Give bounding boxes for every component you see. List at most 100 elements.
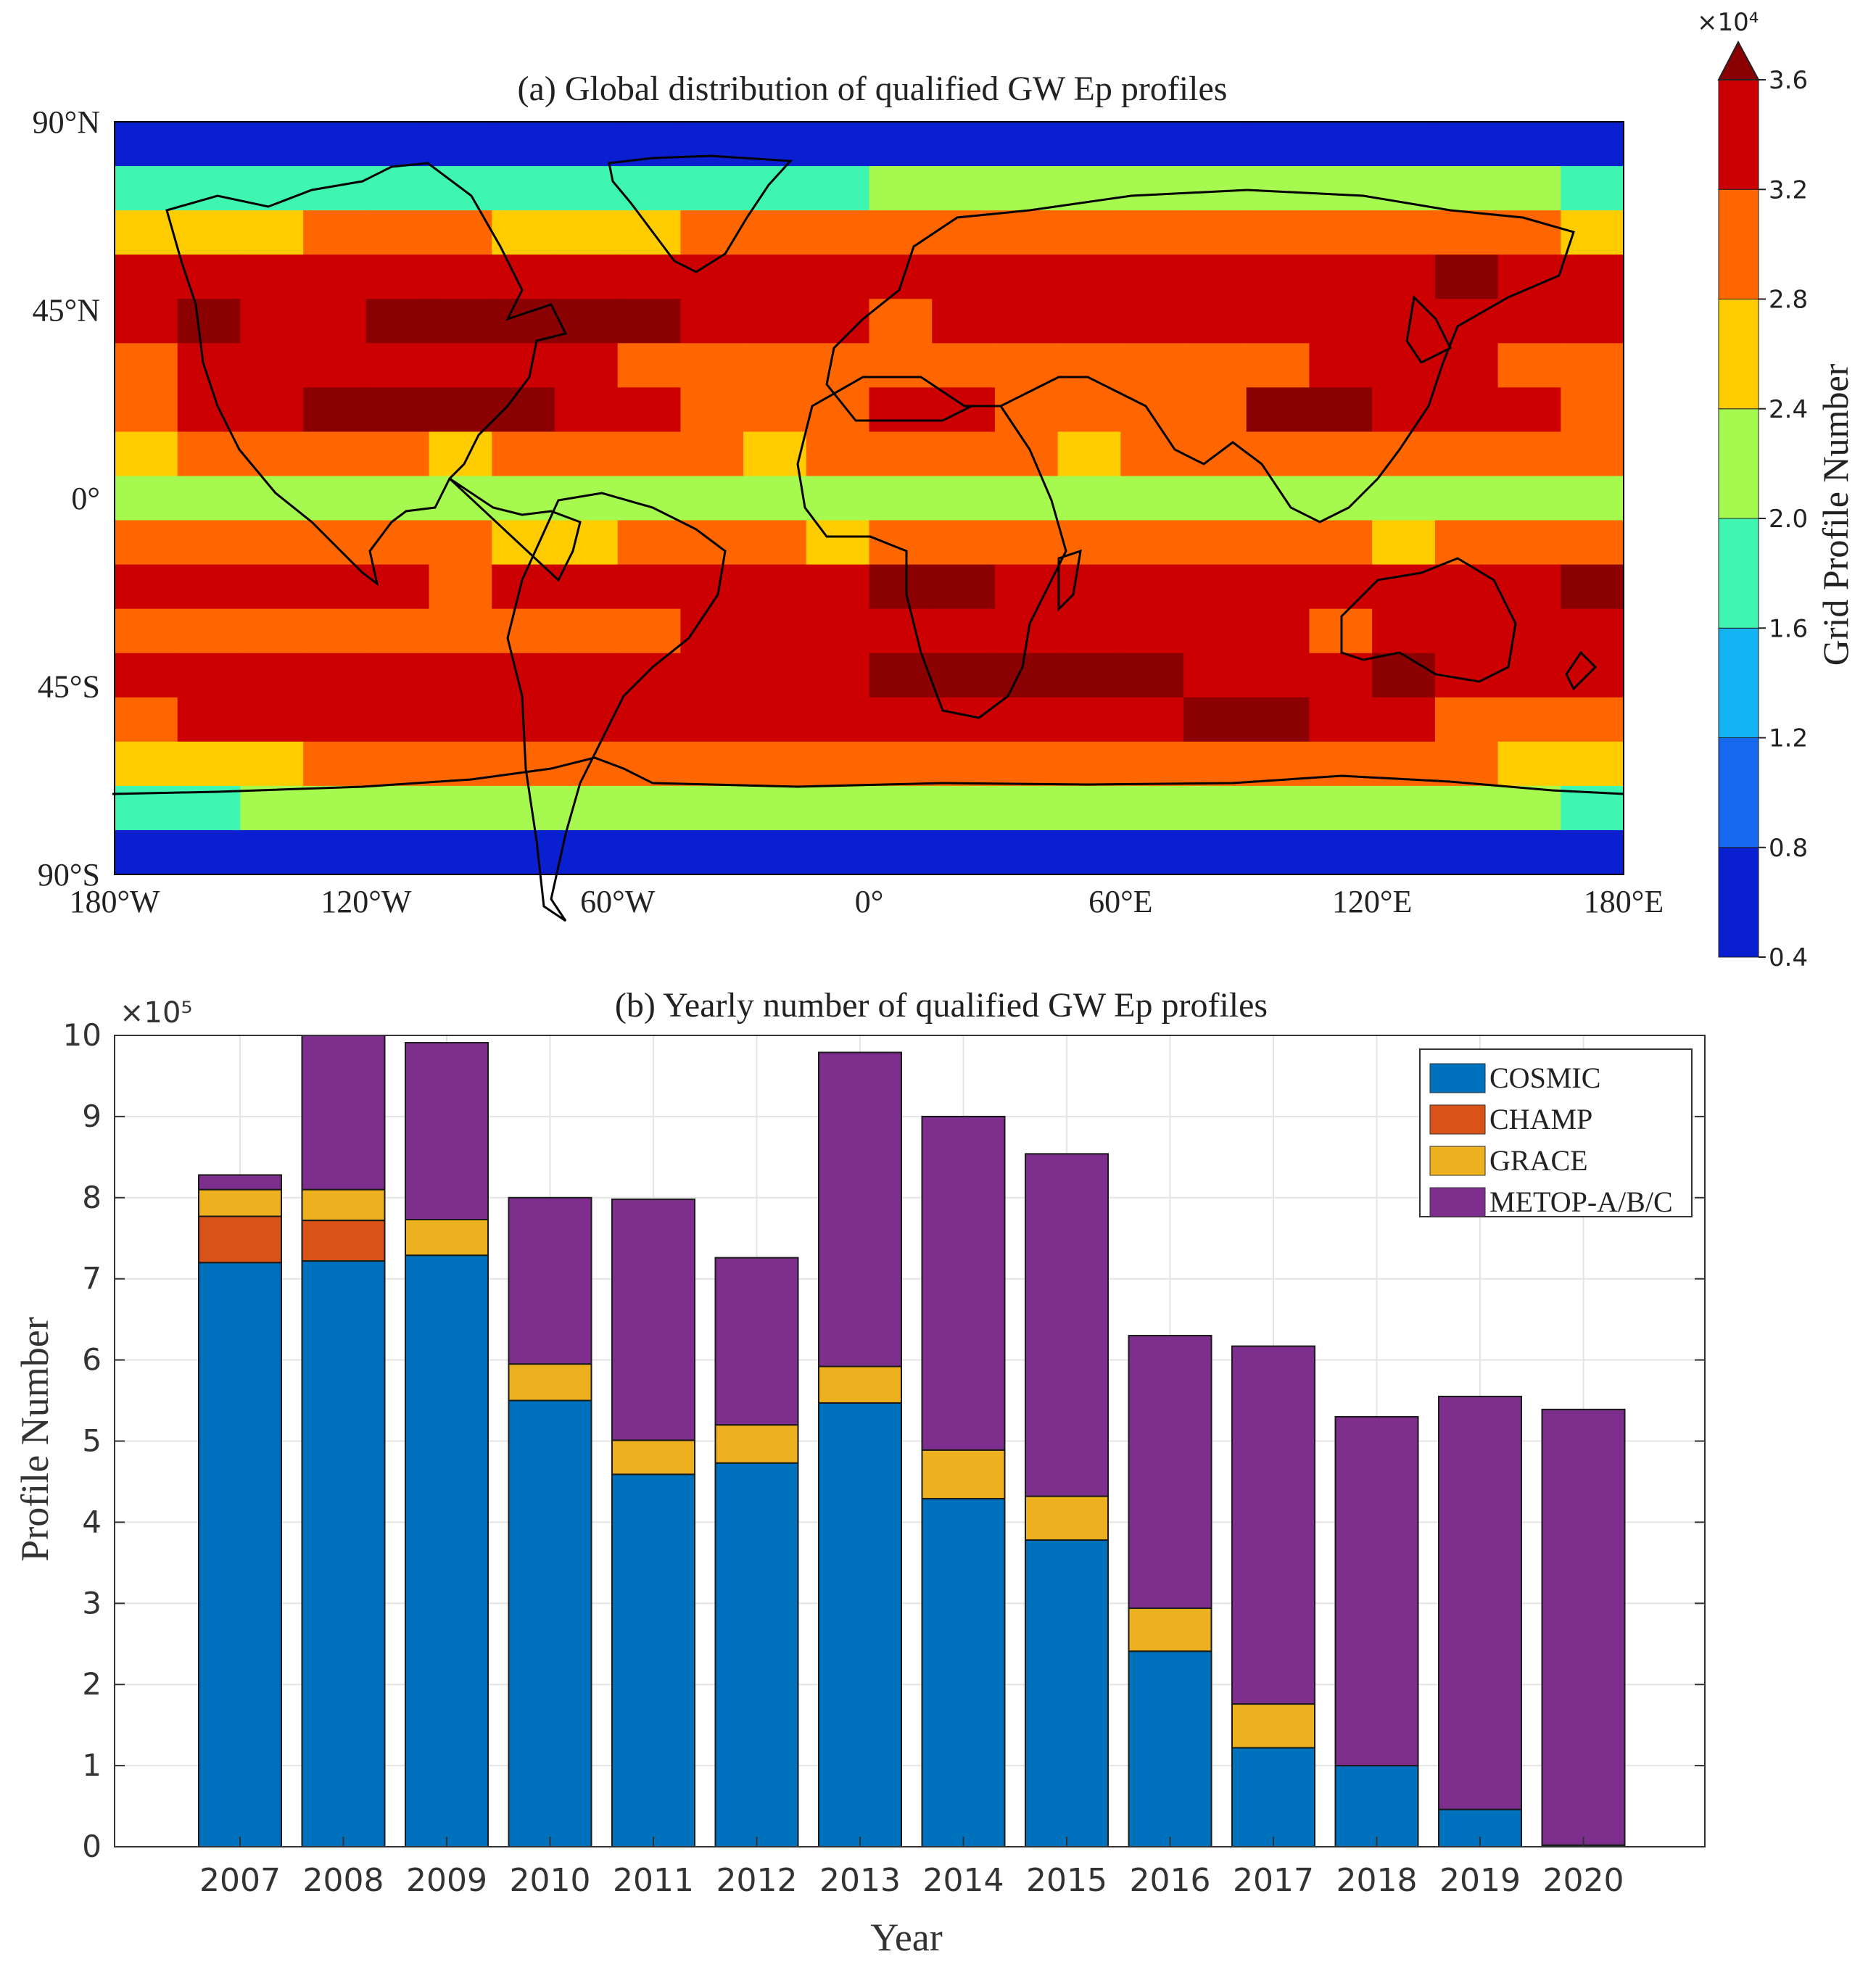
map-cell	[429, 343, 492, 388]
map-cell	[1057, 829, 1121, 875]
map-cell	[240, 697, 304, 742]
map-cell	[869, 829, 933, 875]
map-cell	[994, 122, 1059, 167]
map-cell	[115, 697, 178, 742]
bar-x-tick-label: 2010	[510, 1862, 591, 1899]
map-cell	[240, 299, 304, 344]
map-cell	[365, 210, 430, 255]
colorbar-tick-label: 1.6	[1769, 614, 1808, 643]
coastline-japan	[1405, 294, 1453, 364]
map-cell	[869, 608, 933, 654]
coastline-new-zealand	[1565, 650, 1598, 691]
map-cell	[303, 653, 367, 698]
map-cell	[115, 166, 178, 211]
map-cell	[994, 387, 1059, 433]
map-cell	[1246, 520, 1310, 566]
map-cell	[869, 166, 933, 211]
bar-segment-grace	[818, 1365, 902, 1404]
coastline-antarctica	[112, 756, 1625, 795]
bar-x-tick-label: 2011	[613, 1862, 694, 1899]
map-cell	[1183, 343, 1247, 388]
map-cell	[365, 476, 430, 521]
legend-label: GRACE	[1489, 1144, 1588, 1177]
map-cell	[1561, 255, 1624, 299]
map-cell	[1246, 210, 1310, 255]
map-cell	[617, 476, 681, 521]
colorbar-tick-label: 2.8	[1769, 286, 1808, 315]
map-cell	[869, 122, 933, 167]
coastline-eurasia	[825, 189, 1575, 524]
map-cell	[365, 255, 430, 299]
bar-x-label: Year	[870, 1916, 943, 1959]
map-cell	[1372, 829, 1436, 875]
map-cell	[1057, 608, 1121, 654]
map-cell	[1183, 564, 1247, 610]
map-cell	[1246, 608, 1310, 654]
colorbar-level	[1718, 79, 1759, 190]
map-cell	[303, 255, 367, 299]
bar-segment-metop-a-b-c	[714, 1257, 799, 1426]
map-cell	[492, 122, 555, 167]
map-cell	[617, 608, 681, 654]
map-cell	[1372, 608, 1436, 654]
map-cell	[177, 210, 241, 255]
map-cell	[617, 343, 681, 388]
map-cell	[680, 741, 744, 787]
colorbar-overflow-arrow	[1717, 40, 1760, 80]
map-cell	[1497, 785, 1561, 831]
map-cell	[1183, 122, 1247, 167]
map-cell	[240, 210, 304, 255]
map-cell	[1434, 829, 1499, 875]
map-cell	[617, 520, 681, 566]
map-cell	[1120, 829, 1184, 875]
bar-segment-grace	[301, 1188, 386, 1222]
bar-x-tick-label: 2014	[923, 1862, 1004, 1899]
map-cell	[743, 166, 807, 211]
map-cell	[680, 387, 744, 433]
map-cell	[932, 122, 996, 167]
map-cell	[743, 520, 807, 566]
map-cell	[994, 653, 1059, 698]
map-cell	[1057, 785, 1121, 831]
map-cell	[932, 564, 996, 610]
map-cell	[1372, 299, 1436, 344]
map-cell	[806, 122, 870, 167]
map-cell	[617, 785, 681, 831]
map-cell	[1497, 520, 1561, 566]
map-cell	[1561, 299, 1624, 344]
map-cell	[429, 431, 492, 477]
map-cell	[1309, 564, 1373, 610]
bar-segment-grace	[1025, 1495, 1109, 1542]
map-cell	[1120, 608, 1184, 654]
map-cell	[492, 608, 555, 654]
map-cell	[492, 343, 555, 388]
bar-x-tick-label: 2007	[199, 1862, 281, 1899]
map-cell	[1057, 564, 1121, 610]
map-cell	[1497, 166, 1561, 211]
map-x-tick-label: 120°W	[321, 884, 412, 919]
map-cell	[869, 255, 933, 299]
map-cell	[1120, 653, 1184, 698]
map-cell	[743, 697, 807, 742]
map-cell	[806, 697, 870, 742]
bar-y-tick-label: 5	[82, 1423, 102, 1459]
map-cell	[1561, 210, 1624, 255]
map-cell	[1309, 520, 1373, 566]
map-cell	[617, 255, 681, 299]
map-cell	[1372, 431, 1436, 477]
map-cell	[1309, 697, 1373, 742]
colorbar-level	[1718, 518, 1759, 629]
map-cell	[429, 255, 492, 299]
map-cell	[869, 387, 933, 433]
map-cell	[1561, 829, 1624, 875]
map-cell	[743, 829, 807, 875]
map-cell	[617, 431, 681, 477]
bar-segment-metop-a-b-c	[611, 1199, 695, 1441]
map-cell	[1309, 255, 1373, 299]
map-cell	[1434, 564, 1499, 610]
map-cell	[303, 785, 367, 831]
map-cell	[115, 122, 178, 167]
map-cell	[932, 741, 996, 787]
bar-y-tick-label: 10	[63, 1017, 102, 1053]
map-cell	[554, 520, 619, 566]
